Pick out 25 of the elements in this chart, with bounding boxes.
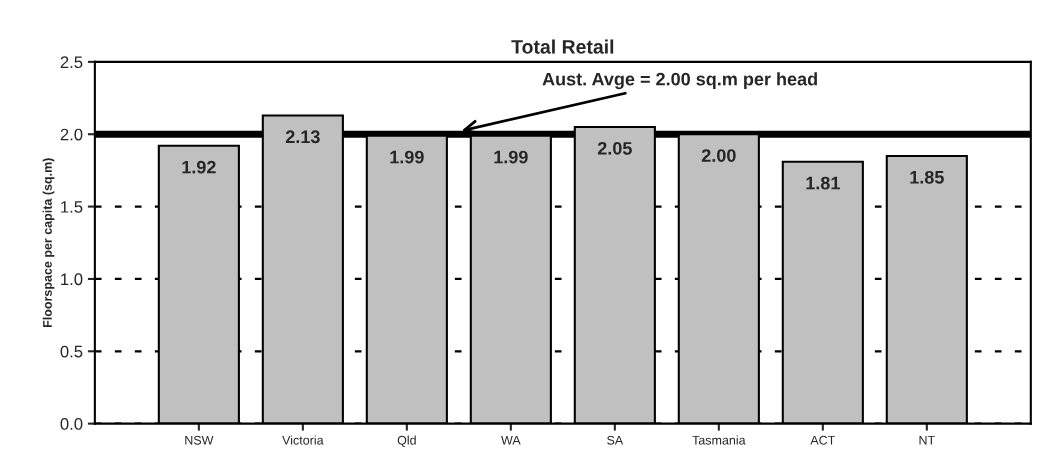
x-tick-label: SA (607, 435, 624, 445)
chart-title: Total Retail (511, 39, 614, 54)
y-tick-label: 1.5 (61, 201, 83, 213)
data-label: 1.99 (390, 150, 424, 164)
x-tick-label: ACT (810, 435, 836, 445)
x-tick-label: WA (501, 435, 521, 445)
x-tick-label: NT (919, 435, 935, 445)
y-tick-label: 1.0 (61, 273, 83, 286)
y-tick-label: 0.5 (60, 345, 83, 358)
x-tick-label: NSW (185, 435, 214, 445)
data-label: 1.92 (182, 160, 216, 174)
y-tick-label: 2.5 (60, 56, 83, 69)
y-tick-label: 2.0 (60, 128, 83, 141)
x-tick-label: Qld (397, 435, 416, 447)
data-label: 2.00 (701, 149, 736, 162)
data-label: 2.05 (597, 141, 632, 155)
y-tick-label: 0.0 (60, 418, 83, 430)
x-tick-label: Victoria (282, 435, 324, 445)
data-label: 1.85 (910, 170, 944, 184)
ref-line-label: Aust. Avge = 2.00 sq.m per head (542, 72, 817, 90)
y-axis-title: Floorspace per capita (sq.m) (42, 158, 55, 328)
data-label: 1.99 (494, 150, 528, 164)
x-tick-label: Tasmania (692, 435, 746, 445)
data-label: 2.13 (285, 130, 320, 144)
data-label: 1.81 (806, 176, 840, 190)
